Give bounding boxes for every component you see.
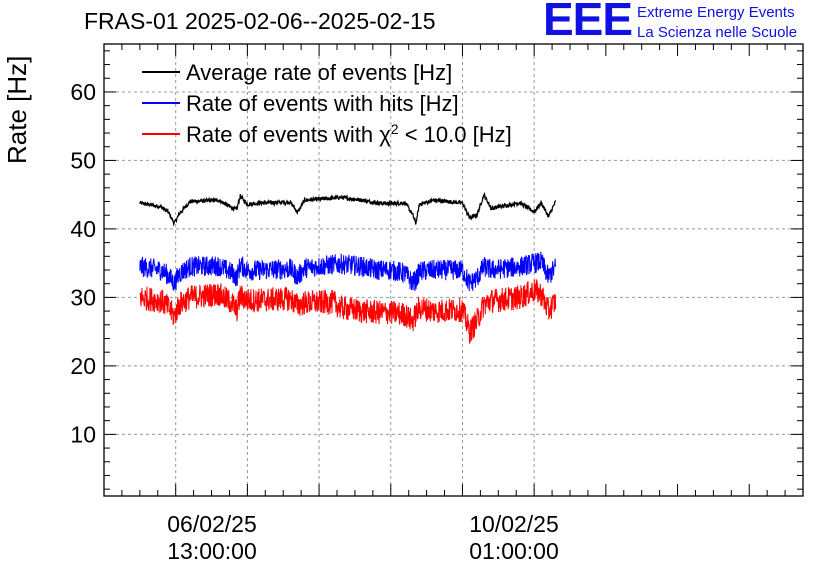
y-tick-label: 10	[70, 421, 96, 447]
legend-label-chi2-chi: χ	[379, 122, 391, 147]
x-tick-label-date: 10/02/25	[469, 511, 559, 537]
legend: Average rate of events [Hz] Rate of even…	[142, 60, 512, 147]
legend-label-chi2-sup: 2	[391, 121, 399, 137]
series-line-chi2	[139, 279, 557, 345]
y-tick-label: 50	[70, 147, 96, 173]
chart-title: FRAS-01 2025-02-06--2025-02-15	[84, 8, 436, 34]
legend-label-chi2: Rate of events with χ2 < 10.0 [Hz]	[186, 121, 512, 147]
legend-label-chi2-post: < 10.0 [Hz]	[399, 122, 512, 147]
grid-lines	[104, 44, 803, 496]
eee-logo: EEE	[543, 0, 633, 45]
logo-text-line2: La Scienza nelle Scuole	[637, 24, 798, 41]
x-tick-label-time: 13:00:00	[167, 538, 257, 564]
y-tick-labels: 10 20 30 40 50 60	[70, 79, 96, 447]
legend-label-avg: Average rate of events [Hz]	[186, 60, 452, 85]
series-line-avg	[139, 191, 557, 227]
series-line-hits	[139, 251, 557, 292]
legend-label-chi2-pre: Rate of events with	[186, 122, 379, 147]
series-layer	[139, 191, 557, 345]
x-tick-label-time: 01:00:00	[469, 538, 559, 564]
axis-ticks	[104, 44, 803, 496]
x-tick-label-date: 06/02/25	[167, 511, 257, 537]
logo-text-line1: Extreme Energy Events	[637, 4, 795, 21]
y-tick-label: 20	[70, 353, 96, 379]
y-tick-label: 30	[70, 284, 96, 310]
y-tick-label: 60	[70, 79, 96, 105]
legend-label-hits: Rate of events with hits [Hz]	[186, 91, 459, 116]
y-tick-label: 40	[70, 216, 96, 242]
